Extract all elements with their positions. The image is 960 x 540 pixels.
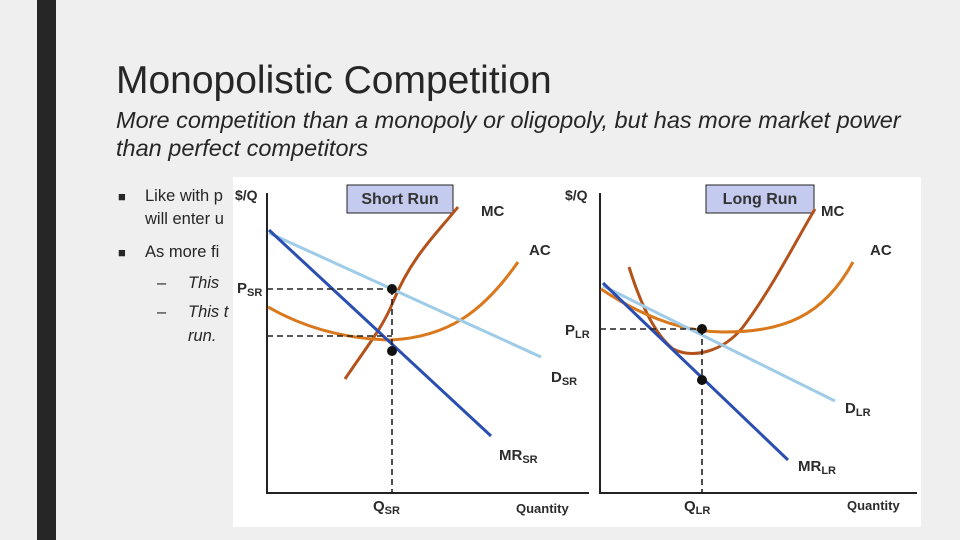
slide-title: Monopolistic Competition <box>116 59 552 102</box>
sub-bullet-2-line-1: This t <box>188 303 229 321</box>
bullet-1-line-2: will enter u <box>145 210 224 228</box>
lr-y-axis-label: $/Q <box>565 187 588 203</box>
bullet-square-icon: ■ <box>118 245 126 260</box>
sub-bullet-2: – This t run. <box>157 300 229 348</box>
sr-mr-curve <box>267 228 493 438</box>
lr-box <box>705 184 815 214</box>
sr-price-label: PSR <box>237 280 262 299</box>
bullet-1-line-1: Like with p <box>145 187 223 205</box>
sub-bullet-1: – This <box>157 271 220 295</box>
lr-quantity-label: QLR <box>684 498 710 517</box>
sub-bullet-1-line-1: This <box>188 274 220 292</box>
bullet-square-icon: ■ <box>118 189 126 204</box>
short-run-panel: $/Q Short Run MC AC DSR MRSR PSR QSR Qu <box>235 184 589 517</box>
lr-ac-curve <box>600 261 855 334</box>
sr-quantity-label: QSR <box>373 498 400 517</box>
lr-mr-curve <box>601 281 790 462</box>
dash-icon: – <box>157 274 167 292</box>
sr-price-point <box>387 284 397 294</box>
lr-mc-curve <box>627 208 817 355</box>
sr-mr-label: MRSR <box>499 447 538 466</box>
lr-box-label: Long Run <box>723 191 798 208</box>
economics-diagram: $/Q Short Run MC AC DSR MRSR PSR QSR Qu <box>233 177 921 527</box>
lr-demand-label: DLR <box>845 400 871 419</box>
bullet-2: ■ As more fi <box>118 241 220 264</box>
lr-mr-mc-point <box>697 375 707 385</box>
lr-ac-label: AC <box>870 242 892 259</box>
sr-mr-mc-point <box>387 346 397 356</box>
lr-price-label: PLR <box>565 322 590 341</box>
diagram-svg: $/Q Short Run MC AC DSR MRSR PSR QSR Qu <box>235 184 917 517</box>
sr-mc-label: MC <box>481 203 504 220</box>
sr-box <box>346 184 454 214</box>
lr-x-axis-label: Quantity <box>847 498 900 513</box>
sr-demand-curve <box>268 231 542 359</box>
bullet-1: ■ Like with p will enter u <box>118 185 224 231</box>
lr-mr-label: MRLR <box>798 458 836 477</box>
sr-y-axis-label: $/Q <box>235 187 258 203</box>
sr-mc-curve <box>343 206 460 380</box>
bullet-2-line-1: As more fi <box>145 243 220 261</box>
lr-demand-curve <box>602 284 836 403</box>
slide-subtitle: More competition than a monopoly or olig… <box>116 107 901 161</box>
sr-ac-label: AC <box>529 242 551 259</box>
sr-ac-curve <box>267 261 520 342</box>
sr-demand-label: DSR <box>551 369 577 388</box>
long-run-panel: $/Q Long Run MC AC DLR MRLR PLR QLR Quan… <box>565 184 917 517</box>
dash-icon: – <box>157 303 167 321</box>
sr-box-label: Short Run <box>361 191 438 208</box>
left-accent-bar <box>37 0 56 540</box>
lr-mc-label: MC <box>821 203 844 220</box>
sub-bullet-2-line-2: run. <box>188 327 217 345</box>
lr-price-point <box>697 324 707 334</box>
sr-x-axis-label: Quantity <box>516 501 569 516</box>
